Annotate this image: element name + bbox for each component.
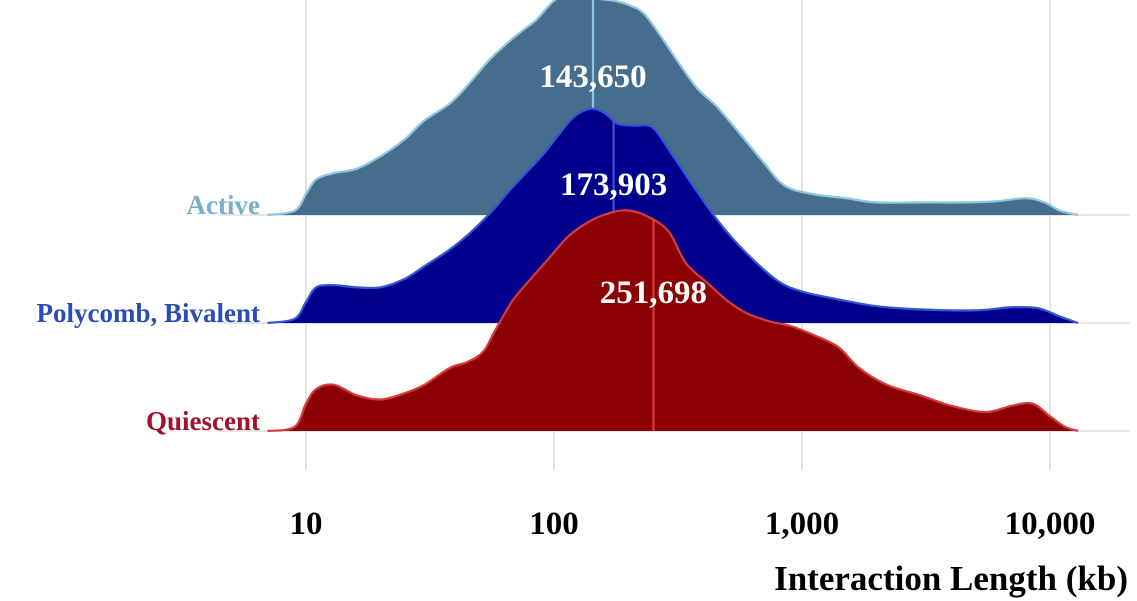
density-area-polycomb-bivalent [267,108,1079,323]
ridges: 143,650 173,903 251,698 [267,0,1079,433]
row-label-polycomb-bivalent: Polycomb, Bivalent [37,298,261,328]
density-line-polycomb-bivalent [267,107,1079,325]
row-label-active: Active [187,190,260,220]
row-label-quiescent: Quiescent [146,406,260,436]
x-tick-label-10000: 10,000 [1005,506,1096,542]
x-axis-title: Interaction Length (kb) [774,559,1128,598]
median-label-quiescent: 251,698 [600,275,707,311]
x-tick-label-100: 100 [529,506,579,542]
median-label-active: 143,650 [539,59,646,95]
x-axis-ticks: 10 100 1,000 10,000 [290,506,1096,542]
density-line-active [267,0,1079,217]
x-tick-label-10: 10 [290,506,323,542]
ridge-active: 143,650 [267,0,1079,217]
ridge-polycomb-bivalent: 173,903 [267,107,1079,325]
x-tick-label-1000: 1,000 [765,506,839,542]
median-label-polycomb-bivalent: 173,903 [560,167,667,203]
density-area-quiescent [267,210,1079,431]
row-labels: Active Polycomb, Bivalent Quiescent [37,190,261,436]
density-area-active [267,0,1079,215]
density-line-quiescent [267,209,1079,433]
ridge-quiescent: 251,698 [267,209,1079,433]
